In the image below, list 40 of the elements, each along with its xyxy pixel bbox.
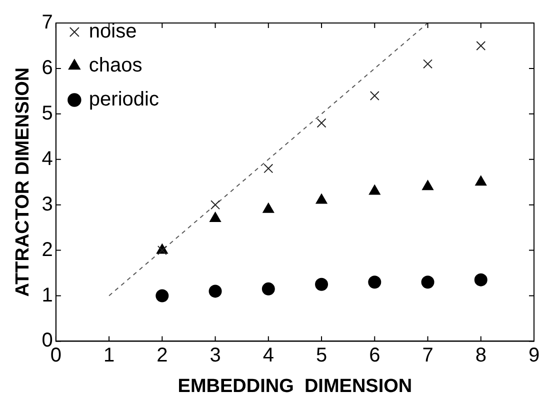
point (422, 180, 434, 190)
point (315, 278, 328, 291)
y-axis-title: ATTRACTOR DIMENSION (12, 67, 34, 297)
x-tick-label: 6 (369, 344, 380, 367)
y-tick-label: 3 (42, 193, 53, 216)
point (156, 289, 169, 302)
legend-label: chaos (88, 54, 142, 77)
point (368, 184, 380, 195)
point (264, 164, 274, 174)
point (475, 176, 487, 186)
point (316, 194, 328, 204)
x-tick-label: 2 (156, 344, 168, 367)
y-tick-label: 4 (42, 148, 53, 170)
point (476, 40, 486, 50)
x-tick-label: 9 (528, 344, 540, 367)
point (210, 212, 221, 222)
y-tick-label: 1 (42, 284, 53, 306)
x-tick-label: 5 (316, 344, 328, 367)
x-tick-label: 3 (210, 344, 221, 367)
point (210, 200, 220, 210)
point (316, 118, 326, 128)
x-tick-label: 1 (103, 344, 115, 367)
point (262, 202, 274, 213)
point (262, 282, 275, 296)
point (423, 59, 433, 69)
point (421, 276, 434, 289)
y-tick-label: 2 (42, 238, 53, 261)
y-tick-label: 5 (42, 102, 53, 124)
point (368, 276, 382, 289)
y-tick-label: 6 (42, 56, 53, 79)
point (370, 90, 380, 100)
x-axis-title: EMBEDDING DIMENSION (178, 376, 412, 397)
y-tick-label: 7 (42, 12, 53, 34)
legend-label: noise (88, 20, 137, 43)
legend-label: periodic (88, 88, 159, 111)
x-tick-label: 7 (422, 344, 434, 367)
x-tick-label: 4 (262, 344, 274, 367)
x-tick-label: 8 (475, 344, 486, 367)
point (208, 284, 222, 298)
point (474, 273, 488, 286)
